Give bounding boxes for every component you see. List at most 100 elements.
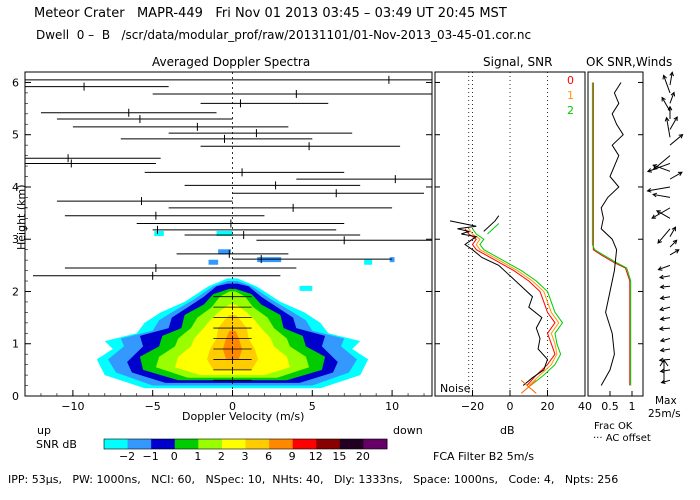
colorbar-swatch xyxy=(127,439,152,449)
legend-series-0: 0 xyxy=(567,74,574,87)
ok-tick-label: 0.5 xyxy=(601,400,619,413)
wind-arrow xyxy=(660,306,671,311)
colorbar-tick-label: 0 xyxy=(171,450,178,463)
fca-filter-label: FCA Filter B2 5m/s xyxy=(433,450,534,463)
wind-arrow xyxy=(660,369,671,373)
wind-arrow xyxy=(669,226,676,237)
colorbar-tick-label: −1 xyxy=(143,450,159,463)
down-label: down xyxy=(393,424,423,437)
wind-arrow xyxy=(663,75,671,94)
wind-arrow xyxy=(661,379,671,384)
colorbar-tick-label: 9 xyxy=(289,450,296,463)
wind-arrow-head xyxy=(655,210,661,215)
colorbar-swatch xyxy=(245,439,270,449)
max-value: 25m/s xyxy=(648,408,681,420)
signal-tick-label: 20 xyxy=(541,400,555,413)
max-label: Max xyxy=(655,395,677,407)
wind-arrow-head xyxy=(646,188,652,193)
max-scale-arrow-head xyxy=(659,359,669,367)
wind-arrow-head xyxy=(672,239,678,245)
wind-arrow-head xyxy=(651,214,657,219)
wind-arrow xyxy=(669,116,678,130)
colorbar-swatch xyxy=(174,439,199,449)
height-tick-label: 4 xyxy=(12,181,19,194)
spectra-noise-patch xyxy=(154,231,164,236)
velocity-tick-label: −10 xyxy=(61,400,84,413)
wind-arrow-head xyxy=(674,249,680,254)
wind-arrow xyxy=(660,296,671,299)
wind-arrow xyxy=(669,134,683,146)
wind-arrow xyxy=(659,327,671,330)
signal-series-signal xyxy=(449,220,549,386)
velocity-tick-label: 10 xyxy=(385,400,399,413)
colorbar-tick-label: 3 xyxy=(242,450,249,463)
ok-series-ac_offset xyxy=(600,82,624,386)
ok-series-frac_ok_0 xyxy=(592,82,631,386)
spectra-title: Averaged Doppler Spectra xyxy=(152,55,311,69)
spectra-layer-dark-orange xyxy=(222,330,243,360)
colorbar-swatch xyxy=(269,439,294,449)
wind-arrow xyxy=(656,210,671,219)
wind-arrow-head xyxy=(659,295,665,301)
wind-arrow xyxy=(660,338,671,342)
colorbar-swatch xyxy=(151,439,176,449)
colorbar-swatch xyxy=(221,439,246,449)
colorbar-tick-label: 20 xyxy=(356,450,370,463)
wind-arrow xyxy=(660,285,671,288)
height-tick-label: 1 xyxy=(12,338,19,351)
colorbar-tick-label: 1 xyxy=(194,450,201,463)
wind-arrow xyxy=(669,249,680,256)
header-title: Meteor Crater MAPR-449 Fri Nov 01 2013 0… xyxy=(34,6,507,21)
height-tick-label: 2 xyxy=(12,285,19,298)
up-label: up xyxy=(37,424,51,437)
noise-label: Noise xyxy=(440,382,471,395)
spectra-noise-patch xyxy=(389,257,395,263)
velocity-axis-label: Doppler Velocity (m/s) xyxy=(182,410,305,423)
colorbar-swatch xyxy=(316,439,341,449)
spectra-noise-patch xyxy=(216,231,233,236)
colorbar-tick-label: 15 xyxy=(332,450,346,463)
db-axis-label: dB xyxy=(500,424,515,437)
spectra-noise-patch xyxy=(218,249,231,255)
wind-arrow-head xyxy=(658,326,664,332)
signal-cross-mark xyxy=(520,379,537,394)
velocity-tick-label: 0 xyxy=(229,400,236,413)
wind-arrow xyxy=(657,228,671,244)
legend-series-2: 2 xyxy=(567,104,574,117)
wind-arrow-head xyxy=(660,379,666,384)
wind-arrow xyxy=(660,317,671,320)
spectra-frame xyxy=(24,71,433,397)
ok-frame xyxy=(587,71,644,397)
colorbar-tick-label: −2 xyxy=(119,450,135,463)
velocity-tick-label: −5 xyxy=(145,400,161,413)
wind-arrow xyxy=(652,193,671,198)
colorbar-tick-label: 12 xyxy=(309,450,323,463)
wind-arrow xyxy=(660,348,671,352)
height-tick-label: 0 xyxy=(12,390,19,403)
wind-arrow-head xyxy=(658,357,664,363)
wind-arrow xyxy=(658,264,671,271)
colorbar-swatch xyxy=(292,439,317,449)
spectra-noise-patch xyxy=(299,285,313,291)
colorbar-tick-label: 6 xyxy=(265,450,272,463)
wind-arrow-head xyxy=(669,71,674,77)
wind-arrow-head xyxy=(658,274,664,280)
wind-arrow-head xyxy=(657,238,662,244)
wind-arrow-head xyxy=(659,306,665,312)
height-tick-label: 6 xyxy=(12,76,19,89)
signal-tick-label: 0 xyxy=(507,400,514,413)
wind-arrow xyxy=(653,155,671,170)
wind-arrow-head xyxy=(657,266,663,271)
height-tick-label: 5 xyxy=(12,129,19,142)
wind-arrow xyxy=(669,239,678,248)
colorbar-title: SNR dB xyxy=(36,438,77,451)
wind-arrow xyxy=(659,275,671,279)
wind-arrow xyxy=(653,164,671,172)
spectra-noise-patch xyxy=(364,259,373,265)
wind-arrow-head xyxy=(659,368,665,374)
legend-series-1: 1 xyxy=(567,89,574,102)
signal-fragment xyxy=(483,215,500,232)
ok-winds-title: OK SNR,Winds xyxy=(586,55,673,69)
signal-series-0 xyxy=(464,228,556,386)
wind-arrow-head xyxy=(673,116,678,122)
